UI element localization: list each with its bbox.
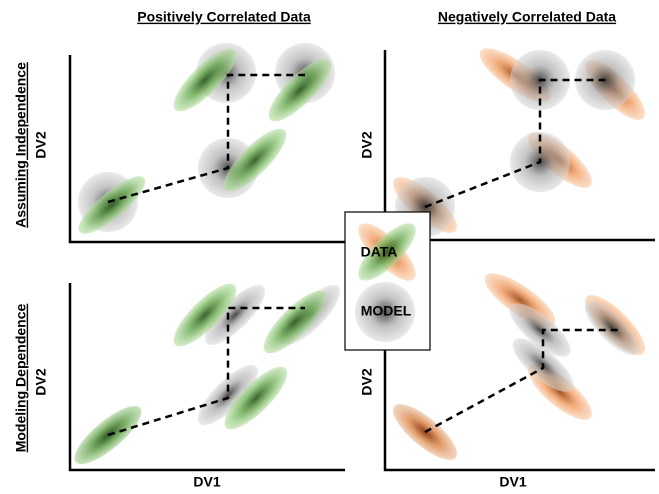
panel xyxy=(78,43,335,234)
model-blob xyxy=(509,303,571,357)
panel xyxy=(393,273,645,460)
legend-label: DATA xyxy=(361,244,398,260)
data-blob xyxy=(173,283,237,347)
column-title: Negatively Correlated Data xyxy=(438,9,616,25)
data-blob xyxy=(263,290,327,354)
y-label: DV2 xyxy=(33,131,49,158)
y-label: DV2 xyxy=(359,368,375,395)
model-blob xyxy=(205,285,265,345)
axis xyxy=(68,283,345,472)
legend-data-blob xyxy=(358,223,416,281)
legend: DATA MODEL xyxy=(344,211,431,351)
axis xyxy=(68,55,345,244)
data-blob xyxy=(268,58,332,122)
legend-label: MODEL xyxy=(361,303,412,319)
data-blob xyxy=(224,366,288,430)
model-path xyxy=(107,306,305,437)
legend-model-blob xyxy=(355,282,415,342)
data-blob xyxy=(173,48,237,112)
data-blob xyxy=(223,128,287,192)
model-blob xyxy=(198,365,258,425)
model-path xyxy=(107,73,305,204)
y-label: DV2 xyxy=(359,131,375,158)
panel xyxy=(393,48,645,237)
model-path xyxy=(424,328,620,434)
model-blob xyxy=(584,300,640,356)
x-label: DV1 xyxy=(193,474,220,490)
row-title: Assuming Independence xyxy=(13,62,29,228)
panel xyxy=(74,283,340,465)
x-label: DV1 xyxy=(499,474,526,490)
row-title: Modeling Dependence xyxy=(13,304,29,453)
model-path xyxy=(424,78,605,209)
column-title: Positively Correlated Data xyxy=(137,9,311,25)
data-blob xyxy=(78,176,146,234)
y-label: DV2 xyxy=(33,368,49,395)
